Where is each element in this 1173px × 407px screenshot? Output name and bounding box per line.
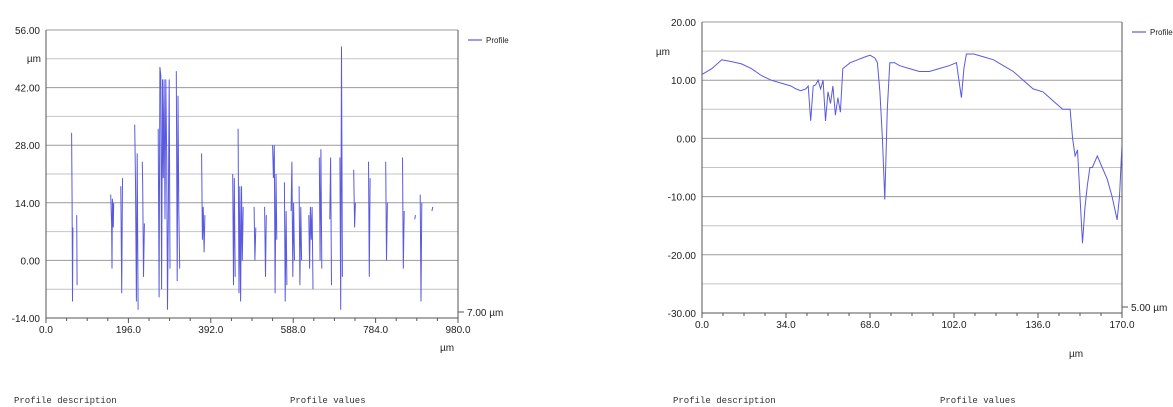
left-y-tick-label: 0.00 — [21, 256, 41, 267]
right-y-tick-label: -10.00 — [668, 193, 697, 204]
left-profile-series-line — [253, 206, 257, 261]
left-y-tick-label: 42.00 — [15, 84, 40, 95]
left-profile-series-line — [71, 132, 74, 302]
left-x-tick-label: 0.0 — [39, 325, 53, 336]
right-y-axis-unit: µm — [656, 47, 670, 58]
left-profile-series-line — [308, 206, 314, 290]
right-y-tick-label: -30.00 — [668, 309, 697, 320]
left-profile-series-line — [414, 215, 416, 220]
left-profile-series-line — [141, 161, 145, 277]
left-legend-label: Profile — [486, 36, 509, 45]
left-profile-series-line — [318, 149, 323, 269]
left-y-tick-label: 14.00 — [15, 199, 40, 210]
left-x-tick-label: 196.0 — [116, 325, 141, 336]
left-profile-description-label: Profile description — [14, 396, 117, 406]
left-x-tick-label: 392.0 — [198, 325, 223, 336]
right-y-tick-label: -20.00 — [668, 251, 697, 262]
left-profile-series-line — [283, 182, 288, 302]
left-y-tick-label: -14.00 — [12, 314, 41, 325]
right-profile-description-label: Profile description — [673, 396, 776, 406]
left-profile-series-line — [385, 161, 388, 261]
left-profile-series-line — [329, 157, 332, 286]
right-profile-series-line — [702, 53, 1122, 244]
left-profile-series-line — [298, 186, 303, 286]
left-profile-series-line — [110, 194, 115, 269]
left-profile-series-line — [272, 145, 278, 294]
left-profile-series-line — [201, 153, 206, 253]
left-profile-series-line — [264, 206, 267, 277]
right-x-tick-label: 170.0 — [1109, 320, 1134, 331]
left-profile-series-line — [120, 178, 123, 294]
left-profile-series-line — [339, 46, 343, 310]
left-profile-series-line — [157, 66, 171, 310]
right-x-tick-label: 102.0 — [941, 320, 966, 331]
left-profile-series-line — [134, 124, 139, 310]
left-profile-series-line — [402, 157, 405, 269]
left-profile-series-line — [431, 206, 434, 212]
left-x-tick-label: 588.0 — [281, 325, 306, 336]
right-y-tick-label: 10.00 — [671, 76, 696, 87]
left-y-tick-label: 28.00 — [15, 141, 40, 152]
left-scale-label: 7.00 µm — [467, 308, 503, 319]
right-y-tick-label: 20.00 — [671, 18, 696, 29]
left-profile-series-line — [419, 194, 423, 302]
right-profile-values-label: Profile values — [940, 396, 1016, 406]
left-x-tick-label: 784.0 — [363, 325, 388, 336]
left-y-tick-label: 56.00 — [15, 26, 40, 37]
left-profile-series-line — [232, 173, 236, 286]
right-x-axis-unit: µm — [1069, 349, 1083, 360]
right-y-tick-label: 0.00 — [677, 134, 697, 145]
right-scale-label: 5.00 µm — [1131, 303, 1167, 314]
left-x-tick-label: 980.0 — [445, 325, 470, 336]
right-x-tick-label: 136.0 — [1025, 320, 1050, 331]
right-x-tick-label: 68.0 — [860, 320, 880, 331]
right-legend-label: Profile — [1150, 28, 1173, 37]
right-x-tick-label: 0.0 — [695, 320, 709, 331]
left-profile-series-line — [290, 161, 295, 277]
left-profile-series-line — [353, 169, 356, 228]
left-profile-series-line — [237, 128, 244, 302]
left-profile-series-line — [175, 71, 181, 282]
left-profile-series-line — [368, 161, 371, 277]
left-y-axis-unit: µm — [27, 54, 41, 65]
left-profile-values-label: Profile values — [290, 396, 366, 406]
right-x-tick-label: 34.0 — [776, 320, 796, 331]
left-x-axis-unit: µm — [440, 343, 454, 354]
